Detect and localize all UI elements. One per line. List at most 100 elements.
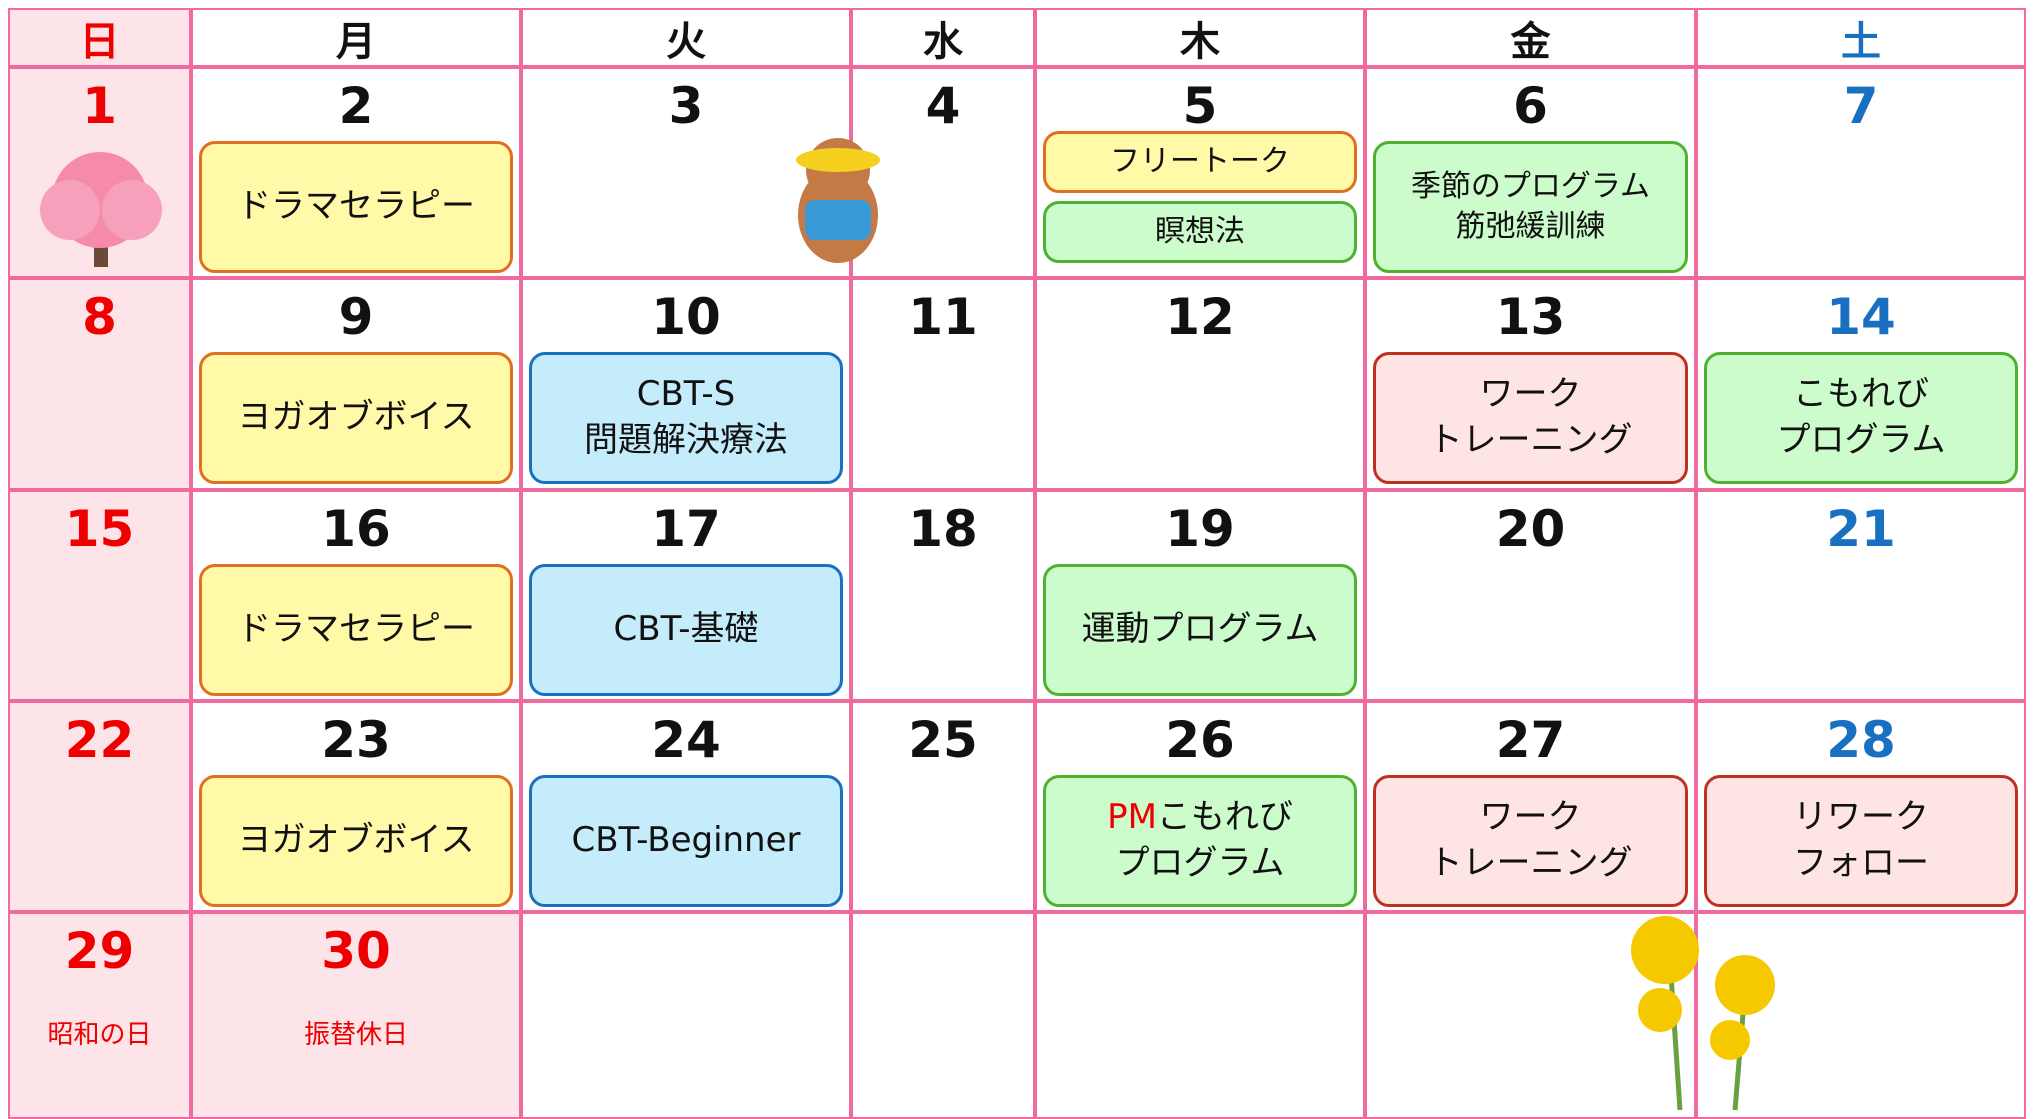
event-text: 運動プログラム (1081, 609, 1319, 650)
event: 瞑想法 (1043, 201, 1357, 263)
day-cell: 5 フリートーク 瞑想法 (1035, 67, 1365, 278)
holiday-note: 昭和の日 (47, 1020, 152, 1050)
day-number: 12 (1165, 288, 1235, 346)
day-cell: 30 振替休日 (191, 912, 521, 1119)
event-text: 瞑想法 (1155, 213, 1245, 249)
day-cell: 10 CBT-S 問題解決療法 (521, 278, 851, 490)
day-cell: 17 CBT-基礎 (521, 490, 851, 701)
day-number: 11 (908, 288, 978, 346)
event-line: 問題解決療法 (584, 418, 788, 464)
event-text: CBT-S (636, 374, 736, 415)
day-cell: 19 運動プログラム (1035, 490, 1365, 701)
event-line: ドラマセラピー (237, 607, 475, 653)
event-line: ヨガオブボイス (238, 818, 475, 864)
day-cell: 6 季節のプログラム 筋弛緩訓練 (1365, 67, 1696, 278)
event: CBT-Beginner (529, 775, 843, 907)
event-line: 運動プログラム (1082, 607, 1319, 653)
day-cell (1035, 912, 1365, 1119)
event-line: プログラム (1777, 418, 1946, 464)
event-text: ヨガオブボイス (237, 820, 475, 861)
event: 運動プログラム (1043, 564, 1357, 696)
event: こもれび プログラム (1704, 352, 2018, 484)
day-number: 28 (1826, 711, 1896, 769)
event: リワーク フォロー (1704, 775, 2018, 907)
day-number: 26 (1165, 711, 1235, 769)
event-line: プログラム (1116, 841, 1285, 887)
day-number: 16 (321, 500, 391, 558)
day-cell: 21 (1696, 490, 2026, 701)
day-cell: 3 (521, 67, 851, 278)
event-line: CBT-S (637, 372, 736, 418)
day-cell: 22 (8, 701, 191, 912)
day-cell (1365, 912, 1696, 1119)
event-text: リワーク (1793, 797, 1929, 838)
event-line: こもれび (1793, 372, 1929, 418)
day-cell: 20 (1365, 490, 1696, 701)
event-text: トレーニング (1428, 843, 1633, 883)
event-text: 問題解決療法 (584, 420, 788, 460)
event-text: 季節のプログラム (1410, 168, 1651, 204)
day-cell: 26 PMこもれび プログラム (1035, 701, 1365, 912)
event-line: 季節のプログラム (1411, 167, 1650, 208)
event: ドラマセラピー (199, 141, 513, 273)
event-text: プログラム (1776, 420, 1946, 460)
day-number: 3 (668, 77, 704, 135)
event: CBT-S 問題解決療法 (529, 352, 843, 484)
day-cell: 16 ドラマセラピー (191, 490, 521, 701)
event: ヨガオブボイス (199, 352, 513, 484)
day-number: 22 (64, 711, 135, 769)
day-number: 4 (925, 77, 961, 135)
day-number: 27 (1495, 711, 1566, 769)
day-cell (1696, 912, 2026, 1119)
event: フリートーク (1043, 131, 1357, 193)
event: CBT-基礎 (529, 564, 843, 696)
day-cell: 18 (851, 490, 1035, 701)
event-text: フォロー (1793, 843, 1929, 883)
event-text: こもれび (1793, 374, 1929, 415)
event-line: 筋弛緩訓練 (1456, 207, 1606, 248)
event-text: こもれび (1156, 797, 1293, 838)
event-line: ワーク (1480, 372, 1582, 418)
weekday-header: 水 (851, 8, 1035, 67)
weekday-header: 土 (1696, 8, 2026, 67)
event-line: リワーク (1793, 795, 1929, 841)
event-text: トレーニング (1428, 420, 1633, 460)
day-cell: 15 (8, 490, 191, 701)
event: 季節のプログラム 筋弛緩訓練 (1373, 141, 1688, 273)
weekday-header: 木 (1035, 8, 1365, 67)
event-line: 瞑想法 (1155, 212, 1245, 253)
event-line: CBT-Beginner (571, 818, 800, 864)
event: ドラマセラピー (199, 564, 513, 696)
event-text: CBT-基礎 (613, 609, 759, 650)
event-line: ヨガオブボイス (238, 395, 475, 441)
day-number: 6 (1513, 77, 1548, 135)
day-cell (521, 912, 851, 1119)
day-number: 21 (1826, 500, 1896, 558)
day-number: 30 (321, 922, 391, 980)
day-number: 7 (1843, 77, 1879, 135)
day-number: 5 (1182, 77, 1218, 135)
day-cell: 12 (1035, 278, 1365, 490)
weekday-header: 月 (191, 8, 521, 67)
day-cell: 28 リワークフォロー (1696, 701, 2026, 912)
event-line: ドラマセラピー (237, 184, 475, 230)
day-cell: 27 ワーク トレーニング (1365, 701, 1696, 912)
day-number: 8 (82, 288, 117, 346)
event-text: CBT-Beginner (571, 820, 801, 861)
day-cell: 25 (851, 701, 1035, 912)
day-number: 20 (1495, 500, 1566, 558)
event-text: ドラマセラピー (237, 609, 475, 650)
event-text: フリートーク (1110, 143, 1290, 179)
day-number: 19 (1165, 500, 1235, 558)
day-cell (851, 912, 1035, 1119)
event-text: ドラマセラピー (237, 186, 475, 227)
event-line: PMこもれび (1107, 795, 1293, 841)
weekday-header: 日 (8, 8, 191, 67)
event-line: フォロー (1793, 841, 1929, 887)
event-accent: PM (1107, 797, 1157, 838)
day-cell: 7 (1696, 67, 2026, 278)
day-number: 29 (64, 922, 135, 980)
day-cell: 11 (851, 278, 1035, 490)
day-cell: 23 ヨガオブボイス (191, 701, 521, 912)
